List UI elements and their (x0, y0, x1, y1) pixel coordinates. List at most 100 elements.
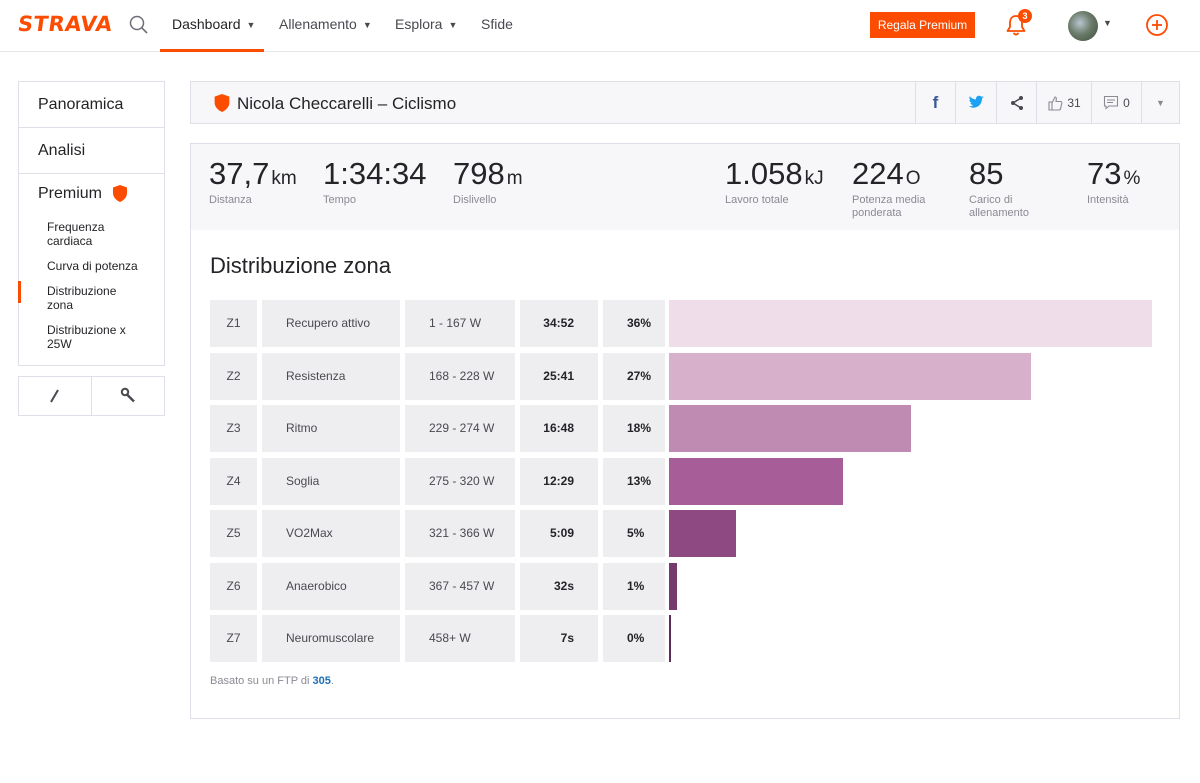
ftp-link[interactable]: 305 (312, 675, 331, 687)
shield-icon (214, 94, 230, 112)
stat-carico-allenamento: 85 Carico di allenamento (969, 156, 1029, 219)
chevron-down-icon: ▼ (448, 20, 458, 30)
shield-icon (113, 185, 128, 203)
zone-row: Z5 VO2Max 321 - 366 W 5:09 5% (210, 510, 1152, 557)
zone-row: Z6 Anaerobico 367 - 457 W 32s 1% (210, 562, 1152, 610)
ftp-footnote: Basato su un FTP di 305. (210, 675, 334, 687)
stat-potenza-media-ponderata: 224 O Potenza media ponderata (852, 156, 926, 219)
zone-time: 34:52 (520, 300, 598, 347)
sidebar-subitem-distribuzione-zona[interactable]: Distribuzione zona (18, 281, 164, 312)
zone-label: Z5 (210, 510, 257, 557)
share-button[interactable] (996, 82, 1036, 123)
zone-name: Neuromuscolare (262, 615, 400, 662)
stat-lavoro-totale: 1.058 kJ Lavoro totale (725, 156, 824, 206)
search-icon[interactable] (128, 14, 150, 36)
zone-bar (669, 457, 844, 505)
activity-stats: 37,7 km Distanza 1:34:34 Tempo 798 m Disli… (190, 143, 1180, 231)
zone-name: Recupero attivo (262, 300, 400, 347)
zone-label: Z6 (210, 562, 257, 610)
thumbs-up-icon (1048, 95, 1063, 111)
nav-esplora[interactable]: Esplora ▼ (395, 16, 458, 32)
nav-allenamento[interactable]: Allenamento ▼ (279, 16, 372, 32)
stat-tempo: 1:34:34 Tempo (323, 156, 427, 206)
zone-time: 16:48 (520, 405, 598, 452)
zone-distribution-card: Distribuzione zona Z1 Recupero attivo 1 - … (190, 230, 1180, 719)
zone-label: Z7 (210, 615, 257, 662)
more-options-button[interactable]: ▼ (1141, 82, 1179, 123)
zone-bar (669, 562, 678, 610)
nav-sfide[interactable]: Sfide (481, 16, 513, 32)
wrench-icon (120, 387, 135, 403)
zone-name: Ritmo (262, 405, 400, 452)
zone-percent: 0% (603, 615, 665, 662)
sidebar-subitem-distribuzione-25w[interactable]: Distribuzione x 25W (47, 323, 126, 351)
chevron-down-icon[interactable]: ▼ (1103, 18, 1112, 28)
sidebar-item-analisi[interactable]: Analisi (19, 128, 164, 174)
gift-premium-button[interactable]: Regala Premium (870, 12, 975, 38)
comment-icon (1104, 95, 1119, 110)
tools-button[interactable] (91, 377, 164, 415)
stat-intensita: 73% Intensità (1087, 156, 1141, 206)
zone-percent: 27% (603, 352, 665, 400)
zone-range: 321 - 366 W (405, 510, 515, 557)
sidebar-subitem-frequenza-cardiaca[interactable]: Frequenza cardiaca (47, 220, 105, 248)
share-facebook-button[interactable]: f (915, 82, 955, 123)
twitter-icon (968, 95, 984, 108)
zone-time: 32s (520, 562, 598, 610)
activity-header: Nicola Checcarelli – Ciclismo f 31 0 ▼ (190, 81, 1180, 124)
zone-row: Z3 Ritmo 229 - 274 W 16:48 18% (210, 405, 1152, 452)
add-icon[interactable] (1145, 13, 1169, 37)
sidebar-subitem-curva-potenza[interactable]: Curva di potenza (47, 259, 138, 273)
activity-title: Nicola Checcarelli – Ciclismo (237, 94, 457, 113)
nav-dashboard[interactable]: Dashboard ▼ (172, 16, 256, 32)
zone-name: Resistenza (262, 352, 400, 400)
zone-range: 229 - 274 W (405, 405, 515, 452)
sidebar-item-panoramica[interactable]: Panoramica (19, 82, 164, 128)
comments-button[interactable]: 0 (1091, 82, 1141, 123)
zone-percent: 1% (603, 562, 665, 610)
sidebar-tools (18, 376, 165, 416)
zone-time: 12:29 (520, 457, 598, 505)
sidebar: Panoramica Analisi Premium Frequenza car… (18, 81, 165, 416)
zone-range: 367 - 457 W (405, 562, 515, 610)
share-icon (1010, 95, 1023, 110)
kudos-count: 31 (1067, 95, 1081, 110)
avatar[interactable] (1068, 11, 1098, 41)
zone-bar (669, 300, 1152, 347)
zone-time: 25:41 (520, 352, 598, 400)
facebook-icon: f (932, 92, 939, 112)
zone-label: Z2 (210, 352, 257, 400)
zone-label: Z3 (210, 405, 257, 452)
chevron-down-icon: ▼ (246, 20, 256, 30)
stat-dislivello: 798 m Dislivello (453, 156, 523, 206)
chevron-down-icon: ▼ (1156, 97, 1165, 108)
zone-row: Z1 Recupero attivo 1 - 167 W 34:52 36% (210, 300, 1152, 347)
section-title: Distribuzione zona (210, 253, 391, 278)
zone-row: Z7 Neuromuscolare 458+ W 7s 0% (210, 615, 1152, 662)
zone-bar (669, 352, 1032, 400)
zone-label: Z4 (210, 457, 257, 505)
zone-label: Z1 (210, 300, 257, 347)
zone-range: 275 - 320 W (405, 457, 515, 505)
edit-button[interactable] (19, 377, 91, 415)
zone-name: VO2Max (262, 510, 400, 557)
zone-range: 168 - 228 W (405, 352, 515, 400)
zone-range: 1 - 167 W (405, 300, 515, 347)
zone-percent: 5% (603, 510, 665, 557)
zone-percent: 18% (603, 405, 665, 452)
pencil-icon (50, 389, 59, 403)
zone-range: 458+ W (405, 615, 515, 662)
stat-distanza: 37,7 km Distanza (209, 156, 297, 206)
notification-badge: 3 (1018, 9, 1032, 23)
kudos-button[interactable]: 31 (1036, 82, 1091, 123)
chevron-down-icon: ▼ (362, 20, 372, 30)
zone-name: Anaerobico (262, 562, 400, 610)
zone-percent: 36% (603, 300, 665, 347)
zone-bar (669, 615, 671, 662)
strava-logo[interactable]: STRAVA (16, 12, 115, 36)
zone-time: 7s (520, 615, 598, 662)
sidebar-menu: Panoramica Analisi Premium Frequenza car… (18, 81, 165, 366)
sidebar-item-premium[interactable]: Premium (19, 174, 164, 214)
share-twitter-button[interactable] (955, 82, 996, 123)
comments-count: 0 (1123, 95, 1130, 110)
